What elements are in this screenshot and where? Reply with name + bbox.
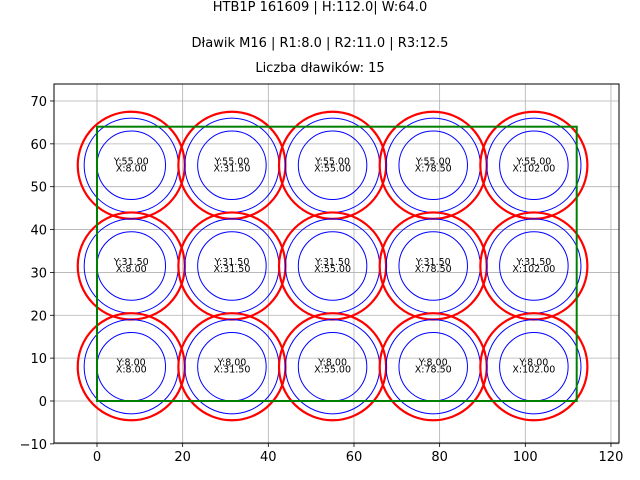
label-y: Y:8.00 bbox=[116, 358, 146, 369]
label-x: X:55.00 bbox=[314, 365, 351, 376]
label-y: Y:55.00 bbox=[415, 156, 451, 167]
y-tick-label: 70 bbox=[30, 95, 47, 110]
y-tick-label: 50 bbox=[30, 181, 47, 196]
label-y: Y:8.00 bbox=[216, 358, 246, 369]
label-y: Y:31.50 bbox=[314, 257, 350, 268]
label-x: X:55.00 bbox=[314, 163, 351, 174]
label-x: X:78.50 bbox=[415, 163, 452, 174]
circle-r1 bbox=[297, 130, 368, 201]
label-x: X:8.00 bbox=[116, 365, 147, 376]
x-tick-label: 40 bbox=[260, 450, 277, 465]
chart-subtitle-count: Liczba dławików: 15 bbox=[255, 61, 385, 76]
y-tick-label: 60 bbox=[30, 138, 47, 153]
label-y: Y:55.00 bbox=[314, 156, 350, 167]
axis-ticks: 0 20 40 60 80 100 120 −10 0 10 20 30 40 50 60 70 bbox=[20, 95, 624, 465]
circle-r1 bbox=[297, 231, 368, 301]
chart-subtitle-gland: Dławik M16 | R1:8.0 | R2:11.0 | R3:12.5 bbox=[191, 36, 449, 51]
circle-r1 bbox=[398, 130, 468, 201]
label-y: Y:31.50 bbox=[415, 257, 451, 268]
label-y: Y:55.00 bbox=[515, 156, 551, 167]
circle-r1 bbox=[499, 130, 569, 201]
y-tick-label: 10 bbox=[30, 352, 47, 367]
circle-r1 bbox=[499, 231, 569, 301]
label-y: Y:31.50 bbox=[113, 257, 149, 268]
x-tick-label: 100 bbox=[513, 450, 538, 465]
label-x: X:102.00 bbox=[512, 365, 555, 376]
circle-r2 bbox=[486, 319, 582, 415]
x-tick-label: 60 bbox=[346, 450, 363, 465]
label-x: X:78.50 bbox=[415, 264, 452, 275]
label-y: Y:55.00 bbox=[213, 156, 249, 167]
point-labels: Y:55.00X:8.00Y:55.00X:31.50Y:55.00X:55.0… bbox=[113, 156, 556, 375]
label-y: Y:55.00 bbox=[113, 156, 149, 167]
y-tick-label: 30 bbox=[30, 266, 47, 281]
label-x: X:31.50 bbox=[213, 163, 250, 174]
label-y: Y:31.50 bbox=[213, 257, 249, 268]
chart-title-main: HTB1P 161609 | H:112.0| W:64.0 bbox=[212, 0, 428, 15]
label-y: Y:8.00 bbox=[518, 358, 548, 369]
y-tick-label: 40 bbox=[30, 224, 47, 239]
label-x: X:8.00 bbox=[116, 264, 147, 275]
enclosure-rectangle bbox=[96, 125, 578, 402]
label-y: Y:31.50 bbox=[515, 257, 551, 268]
circle-r1 bbox=[398, 231, 468, 301]
label-x: X:31.50 bbox=[213, 365, 250, 376]
y-tick-label: −10 bbox=[20, 438, 47, 453]
x-tick-label: 80 bbox=[431, 450, 448, 465]
label-x: X:8.00 bbox=[116, 163, 147, 174]
label-y: Y:8.00 bbox=[418, 358, 448, 369]
label-y: Y:8.00 bbox=[317, 358, 347, 369]
gland-circles bbox=[76, 110, 589, 422]
label-x: X:31.50 bbox=[213, 264, 250, 275]
axes-frame bbox=[53, 83, 620, 444]
x-tick-label: 20 bbox=[174, 450, 191, 465]
label-x: X:102.00 bbox=[512, 264, 555, 275]
y-tick-label: 20 bbox=[30, 309, 47, 324]
y-tick-label: 0 bbox=[39, 395, 47, 410]
x-tick-label: 0 bbox=[93, 450, 101, 465]
circle-r3 bbox=[479, 312, 589, 422]
label-x: X:78.50 bbox=[415, 365, 452, 376]
circle-r1 bbox=[197, 231, 267, 301]
x-tick-label: 120 bbox=[599, 450, 624, 465]
label-x: X:55.00 bbox=[314, 264, 351, 275]
label-x: X:102.00 bbox=[512, 163, 555, 174]
circle-r1 bbox=[197, 130, 267, 201]
